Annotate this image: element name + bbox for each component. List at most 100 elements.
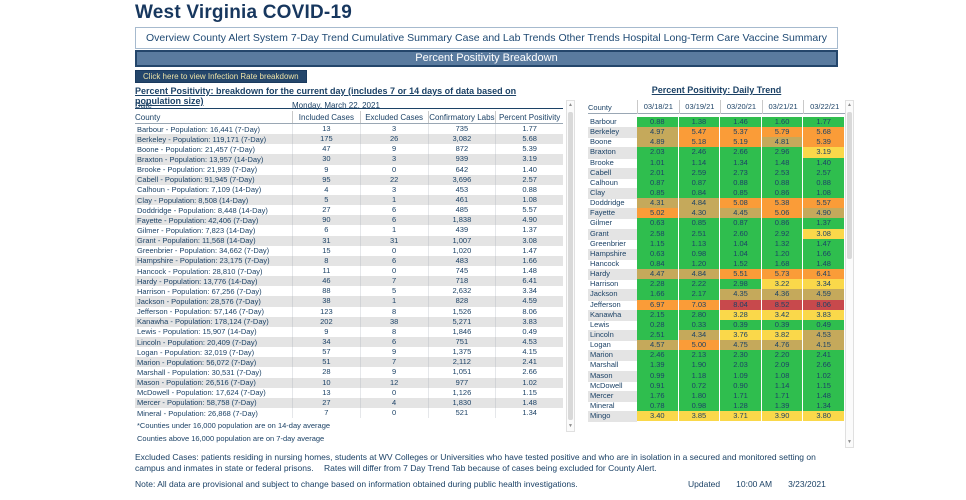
trend-row[interactable]: Barbour 0.88 1.38 1.46 1.60 1.77 [588, 117, 845, 129]
infection-rate-button[interactable]: Click here to view Infection Rate breakd… [135, 70, 307, 83]
tab-overview[interactable]: Overview [146, 32, 190, 44]
breakdown-row[interactable]: Marshall - Population: 30,531 (7-Day) 28 9… [135, 367, 563, 378]
trend-row[interactable]: Clay 0.85 0.84 0.85 0.86 1.08 [588, 187, 845, 200]
breakdown-row[interactable]: McDowell - Population: 17,624 (7-Day) 13 0… [135, 387, 563, 398]
breakdown-row[interactable]: Hampshire - Population: 23,175 (7-Day) 8 6… [135, 255, 563, 266]
county-cell: Mason - Population: 26,516 (7-Day) [137, 378, 256, 388]
trend-row[interactable]: Jefferson 6.97 7.03 8.04 8.52 8.06 [588, 299, 845, 311]
value-cell: 5.57 [495, 205, 563, 216]
value-cell: 1,830 [427, 397, 496, 408]
trend-row[interactable]: Cabell 2.01 2.59 2.73 2.53 2.57 [588, 167, 845, 179]
trend-row[interactable]: Mineral 0.78 0.98 1.28 1.39 1.34 [588, 400, 845, 413]
trend-county-cell: Mineral [590, 400, 615, 410]
tab-other-trends[interactable]: Other Trends [558, 32, 620, 44]
trend-row[interactable]: Brooke 1.01 1.14 1.34 1.48 1.40 [588, 157, 845, 169]
value-cell: 5 [359, 286, 428, 297]
trend-row[interactable]: Doddridge 4.31 4.84 5.08 5.38 5.57 [588, 198, 845, 210]
excluded-cases-note: Excluded Cases: patients residing in nur… [135, 452, 840, 474]
value-cell: 1 [359, 225, 428, 236]
trend-row[interactable]: McDowell 0.91 0.72 0.90 1.14 1.15 [588, 380, 845, 392]
trend-value-cell[interactable]: 3.85 [678, 411, 721, 423]
trend-row[interactable]: Mason 0.99 1.18 1.09 1.08 1.02 [588, 370, 845, 382]
trend-row[interactable]: Mercer 1.76 1.80 1.71 1.71 1.48 [588, 390, 845, 402]
breakdown-row[interactable]: Jackson - Population: 28,576 (7-Day) 38 1 8… [135, 296, 563, 307]
trend-row[interactable]: Braxton 2.03 2.46 2.66 2.96 3.19 [588, 147, 845, 159]
county-cell: Kanawha - Population: 178,124 (7-Day) [137, 317, 269, 327]
trend-row[interactable]: Boone 4.89 5.18 5.19 4.81 5.39 [588, 137, 845, 149]
breakdown-row[interactable]: Logan - Population: 32,019 (7-Day) 57 9 1,3… [135, 347, 563, 358]
tab-county-alert-system[interactable]: County Alert System [192, 32, 288, 44]
tab-7-day-trend[interactable]: 7-Day Trend [290, 32, 349, 44]
breakdown-row[interactable]: Brooke - Population: 21,939 (7-Day) 9 0 642… [135, 164, 563, 175]
breakdown-row[interactable]: Marion - Population: 56,072 (7-Day) 51 7 2,… [135, 357, 563, 368]
trend-row[interactable]: Lewis 0.28 0.33 0.39 0.39 0.49 [588, 319, 845, 331]
scroll-down-icon[interactable]: ▼ [847, 439, 852, 445]
breakdown-row[interactable]: Mason - Population: 26,516 (7-Day) 10 12 97… [135, 377, 563, 388]
trend-value-cell[interactable]: 3.80 [803, 411, 845, 423]
breakdown-row[interactable]: Gilmer - Population: 7,823 (14-Day) 6 1 439… [135, 225, 563, 236]
scroll-up-icon[interactable]: ▲ [568, 102, 573, 108]
breakdown-row[interactable]: Boone - Population: 21,457 (7-Day) 47 9 872… [135, 144, 563, 155]
updated-label: Updated [688, 479, 721, 489]
trend-row[interactable]: Mingo 3.40 3.85 3.71 3.90 3.80 [588, 411, 845, 423]
trend-row[interactable]: Calhoun 0.87 0.87 0.88 0.88 0.88 [588, 177, 845, 189]
trend-value-cell[interactable]: 3.71 [720, 411, 762, 423]
trend-row[interactable]: Greenbrier 1.15 1.13 1.04 1.32 1.47 [588, 238, 845, 250]
value-cell: 439 [427, 225, 496, 236]
breakdown-row[interactable]: Hancock - Population: 28,810 (7-Day) 11 0 7… [135, 265, 563, 277]
trend-row[interactable]: Hardy 4.47 4.84 5.51 5.73 6.41 [588, 269, 845, 281]
trend-county-cell: Kanawha [588, 309, 637, 321]
value-cell: 4 [359, 397, 428, 408]
tab-hospital[interactable]: Hospital [622, 32, 661, 44]
breakdown-row[interactable]: Doddridge - Population: 8,448 (14-Day) 27… [135, 205, 563, 216]
trend-row[interactable]: Fayette 5.02 4.30 4.45 5.06 4.90 [588, 208, 845, 220]
breakdown-row[interactable]: Harrison - Population: 67,256 (7-Day) 88 5… [135, 286, 563, 297]
county-cell: Boone - Population: 21,457 (7-Day) [137, 144, 255, 154]
trend-row[interactable]: Berkeley 4.97 5.47 5.37 5.79 5.68 [588, 127, 845, 139]
breakdown-row[interactable]: Berkeley - Population: 119,171 (7-Day) 17… [135, 134, 563, 145]
tab-vaccine-summary[interactable]: Vaccine Summary [742, 32, 827, 44]
daily-trend-scrollbar[interactable]: ▲ ▼ [845, 100, 854, 448]
trend-row[interactable]: Hampshire 0.63 0.98 1.04 1.20 1.66 [588, 248, 845, 260]
breakdown-row[interactable]: Grant - Population: 11,568 (14-Day) 31 31 1… [135, 235, 563, 246]
trend-row[interactable]: Kanawha 2.15 2.80 3.28 3.42 3.83 [588, 309, 845, 321]
breakdown-row[interactable]: Kanawha - Population: 178,124 (7-Day) 202… [135, 316, 563, 327]
breakdown-row[interactable]: Barbour - Population: 16,441 (7-Day) 13 3 7… [135, 124, 563, 135]
trend-row[interactable]: Marshall 1.39 1.90 2.03 2.09 2.66 [588, 360, 845, 372]
breakdown-row[interactable]: Mineral - Population: 26,868 (7-Day) 7 0 52… [135, 407, 563, 419]
breakdown-row[interactable]: Greenbrier - Population: 34,662 (7-Day) 1… [135, 245, 563, 256]
breakdown-row[interactable]: Mercer - Population: 58,758 (7-Day) 27 4 1,… [135, 397, 563, 408]
breakdown-row[interactable]: Fayette - Population: 42,406 (7-Day) 90 6 1… [135, 215, 563, 226]
breakdown-row[interactable]: Cabell - Population: 91,945 (7-Day) 95 22 3… [135, 174, 563, 185]
trend-row[interactable]: Grant 2.58 2.51 2.60 2.92 3.08 [588, 228, 845, 240]
trend-value-cell[interactable]: 3.90 [761, 411, 804, 423]
breakdown-table-scrollbar[interactable]: ▲ ▼ [566, 100, 575, 432]
trend-row[interactable]: Logan 4.57 5.00 4.75 4.76 4.15 [588, 340, 845, 352]
tab-long-term-care[interactable]: Long-Term Care [663, 32, 740, 44]
trend-row[interactable]: Jackson 1.66 2.17 4.35 4.36 4.59 [588, 289, 845, 301]
breakdown-row[interactable]: Lincoln - Population: 20,409 (7-Day) 34 6 7… [135, 336, 563, 348]
tab-cumulative-summary[interactable]: Cumulative Summary [351, 32, 453, 44]
trend-county-cell: Cabell [588, 167, 637, 179]
trend-row[interactable]: Lincoln 2.51 4.34 3.76 3.82 4.53 [588, 329, 845, 342]
breakdown-row[interactable]: Braxton - Population: 13,957 (14-Day) 30 3… [135, 154, 563, 165]
trend-row[interactable]: Marion 2.46 2.13 2.30 2.20 2.41 [588, 350, 845, 362]
trend-row[interactable]: Harrison 2.28 2.22 2.98 3.22 3.34 [588, 279, 845, 291]
scrollbar-thumb[interactable] [568, 112, 573, 420]
trend-value-cell[interactable]: 3.40 [637, 411, 679, 423]
scroll-up-icon[interactable]: ▲ [847, 102, 852, 108]
breakdown-row[interactable]: Lewis - Population: 15,907 (14-Day) 9 8 1,8… [135, 326, 563, 337]
rates-note-text: Rates will differ from 7 Day Trend Tab b… [323, 463, 657, 473]
trend-county-label: County [588, 102, 612, 112]
trend-row[interactable]: Hancock 0.84 1.20 1.52 1.68 1.48 [588, 258, 845, 271]
trend-row[interactable]: Gilmer 0.63 0.85 0.87 0.86 1.37 [588, 218, 845, 230]
county-cell: Braxton - Population: 13,957 (14-Day) [137, 155, 264, 164]
breakdown-row[interactable]: Calhoun - Population: 7,109 (14-Day) 4 3 45… [135, 184, 563, 195]
value-cell: 7 [292, 407, 360, 419]
scrollbar-thumb[interactable] [847, 112, 852, 259]
breakdown-row[interactable]: Jefferson - Population: 57,146 (7-Day) 12… [135, 306, 563, 317]
tab-case-and-lab-trends[interactable]: Case and Lab Trends [455, 32, 556, 44]
breakdown-row[interactable]: Hardy - Population: 13,776 (14-Day) 46 7 71… [135, 276, 563, 287]
breakdown-row[interactable]: Clay - Population: 8,508 (14-Day) 5 1 461 1.… [135, 194, 563, 206]
scroll-down-icon[interactable]: ▼ [568, 423, 573, 429]
